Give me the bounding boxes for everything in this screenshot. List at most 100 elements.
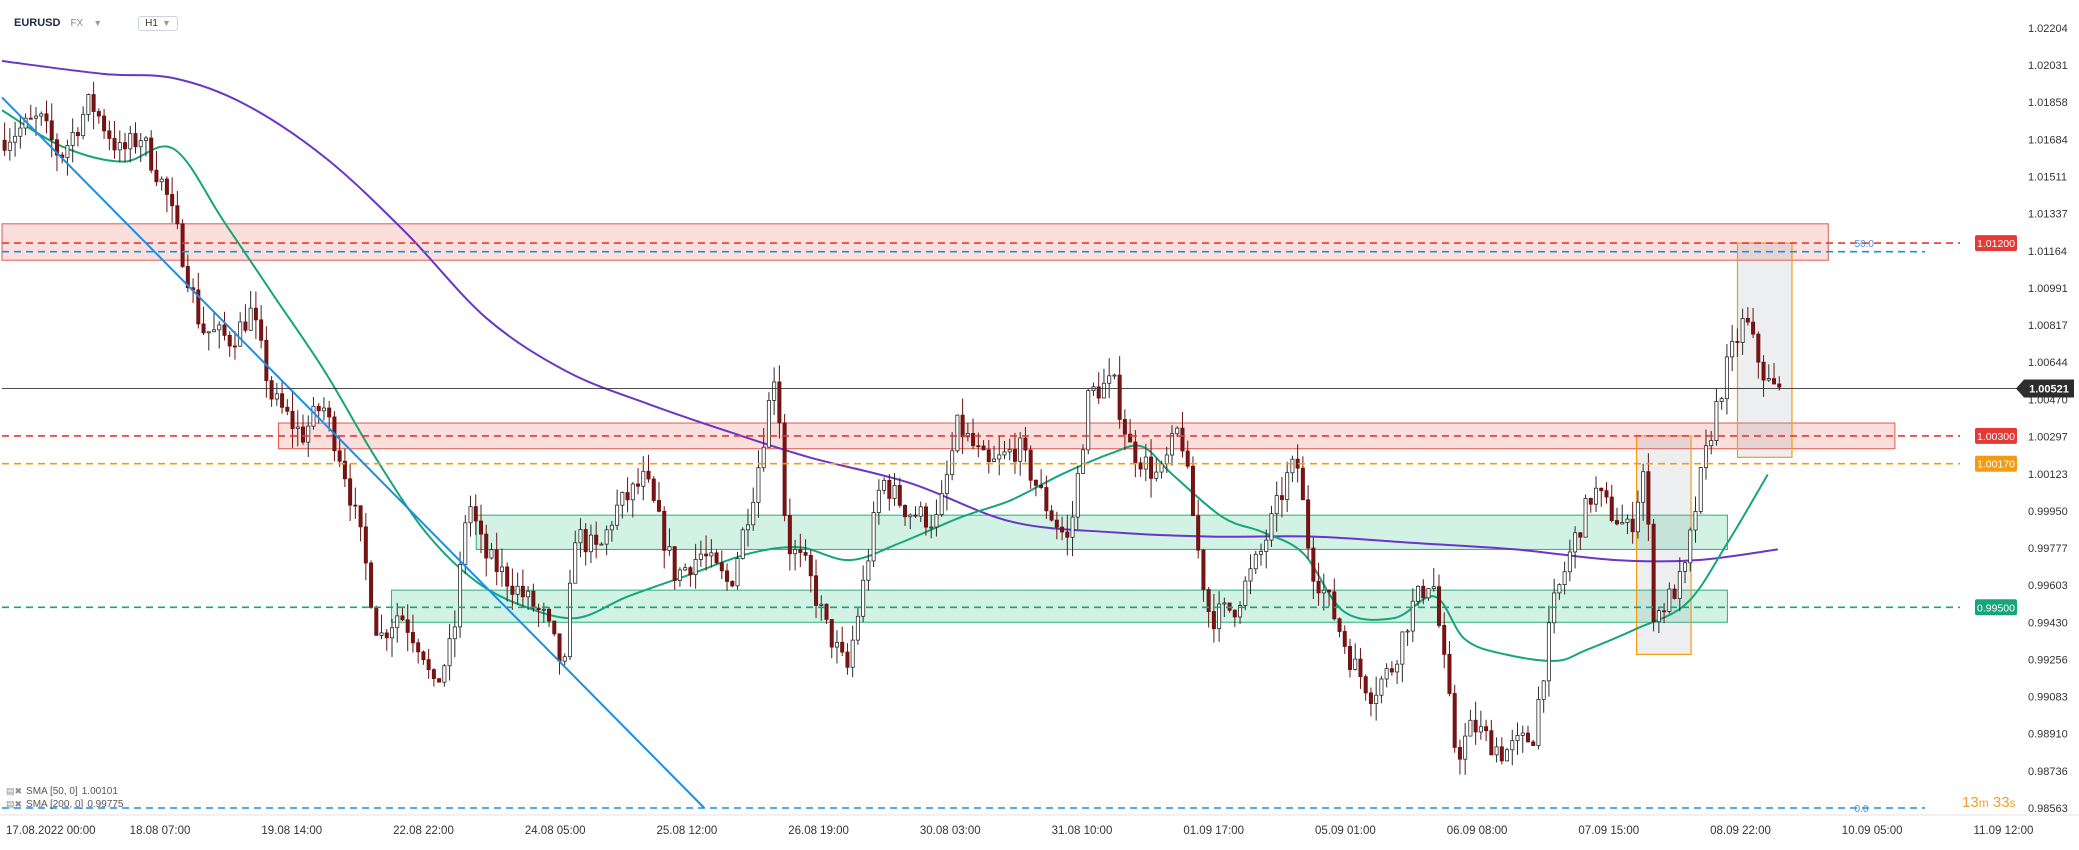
candle-body	[1609, 496, 1614, 521]
candle-body	[410, 632, 415, 644]
candle-body	[766, 400, 771, 448]
candle-body	[478, 520, 483, 535]
candle-body	[102, 115, 107, 132]
candle-body	[1243, 580, 1248, 606]
exchange-label: FX	[70, 17, 84, 29]
sma200-line	[1, 59, 1778, 563]
candle-body	[981, 445, 986, 451]
candle-body	[143, 137, 148, 141]
candle-body	[442, 665, 447, 683]
candle-body	[1075, 472, 1080, 518]
candle-body	[903, 504, 908, 518]
sma200-legend-label: SMA [200, 0]	[26, 799, 84, 810]
candle-body	[615, 504, 620, 526]
candle-body	[374, 606, 379, 636]
candle-body	[2, 139, 7, 151]
candle-body	[1028, 449, 1033, 481]
candle-body	[1149, 456, 1154, 479]
candle-body	[1253, 553, 1258, 570]
candle-body	[1279, 495, 1284, 500]
candle-body	[1541, 680, 1546, 700]
candle-body	[1347, 646, 1352, 670]
candle-body	[452, 626, 457, 640]
level-price-tag-bg	[1975, 599, 2017, 616]
candle-body	[1033, 479, 1038, 486]
candle-body	[421, 651, 426, 661]
candle-body	[1599, 487, 1604, 492]
candle-body	[1594, 487, 1599, 505]
candle-body	[175, 205, 180, 225]
candle-body	[431, 669, 436, 679]
candle-body	[814, 575, 819, 606]
candle-body	[1709, 440, 1714, 447]
x-tick-label: 01.09 17:00	[1183, 825, 1244, 837]
candle-body	[1740, 318, 1745, 343]
candle-body	[782, 422, 787, 516]
candle-body	[1222, 602, 1227, 605]
symbol-label[interactable]: EURUSD	[14, 17, 61, 29]
timeframe-label: H1	[145, 17, 158, 29]
candle-body	[1379, 678, 1384, 696]
indicator-settings-icon[interactable]: ▤✖	[6, 786, 23, 796]
candle-body	[1567, 551, 1572, 573]
candle-body	[337, 450, 342, 462]
candle-body	[1714, 401, 1719, 441]
y-tick-label: 0.99950	[2028, 506, 2068, 518]
candle-body	[1065, 531, 1070, 538]
x-tick-label: 08.09 22:00	[1710, 825, 1771, 837]
candle-body	[1138, 462, 1143, 470]
candle-body	[1724, 356, 1729, 400]
candle-body	[636, 483, 641, 487]
x-tick-label: 25.08 12:00	[657, 825, 718, 837]
chart-header: EURUSD FX ▼ H1 ▼	[14, 14, 178, 32]
candle-body	[672, 546, 677, 581]
sma200-legend-value: 0.99775	[87, 799, 124, 810]
candle-body	[1730, 341, 1735, 358]
candle-body	[1112, 374, 1117, 377]
indicator-settings-icon[interactable]: ▤✖	[6, 799, 23, 809]
candle-body	[745, 524, 750, 531]
candle-body	[1117, 374, 1122, 420]
sma200-legend[interactable]: ▤✖ SMA [200, 0] 0.99775	[6, 799, 123, 810]
candle-body	[1327, 589, 1332, 593]
candle-body	[944, 474, 949, 494]
resistance-zone	[1, 223, 1829, 261]
candle-body	[1614, 520, 1619, 525]
symbol-dropdown-chevron-icon[interactable]: ▼	[93, 18, 103, 28]
candle-body	[515, 585, 520, 595]
x-tick-label: 11.09 12:00	[1974, 825, 2034, 837]
candle-body	[704, 553, 709, 557]
sma50-legend[interactable]: ▤✖ SMA [50, 0] 1.00101	[6, 786, 118, 797]
candle-body	[861, 579, 866, 617]
candle-body	[719, 562, 724, 572]
x-tick-label: 18.08 07:00	[130, 825, 191, 837]
candle-body	[588, 534, 593, 553]
y-tick-label: 0.99777	[2028, 543, 2068, 555]
candle-body	[1457, 746, 1462, 760]
candle-body	[1751, 321, 1756, 335]
candle-body	[358, 505, 363, 528]
candle-body	[1170, 433, 1175, 456]
candle-body	[1630, 518, 1635, 533]
candle-body	[39, 113, 44, 117]
candle-body	[1070, 516, 1075, 538]
x-tick-label: 17.08.2022 00:00	[6, 825, 96, 837]
candle-body	[583, 529, 588, 553]
candle-body	[311, 405, 316, 427]
candle-body	[541, 608, 546, 611]
candle-body	[1662, 610, 1667, 613]
candle-body	[1583, 498, 1588, 538]
candle-body	[484, 533, 489, 559]
candle-body	[70, 132, 75, 146]
timeframe-selector[interactable]: H1 ▼	[138, 15, 178, 31]
candle-body	[1306, 499, 1311, 549]
candle-body	[1175, 427, 1180, 435]
candle-body	[1772, 378, 1777, 385]
candle-body	[1154, 471, 1159, 479]
candle-body	[1012, 449, 1017, 462]
y-tick-label: 1.00123	[2028, 469, 2068, 481]
candle-body	[384, 632, 389, 639]
candle-body	[892, 485, 897, 499]
